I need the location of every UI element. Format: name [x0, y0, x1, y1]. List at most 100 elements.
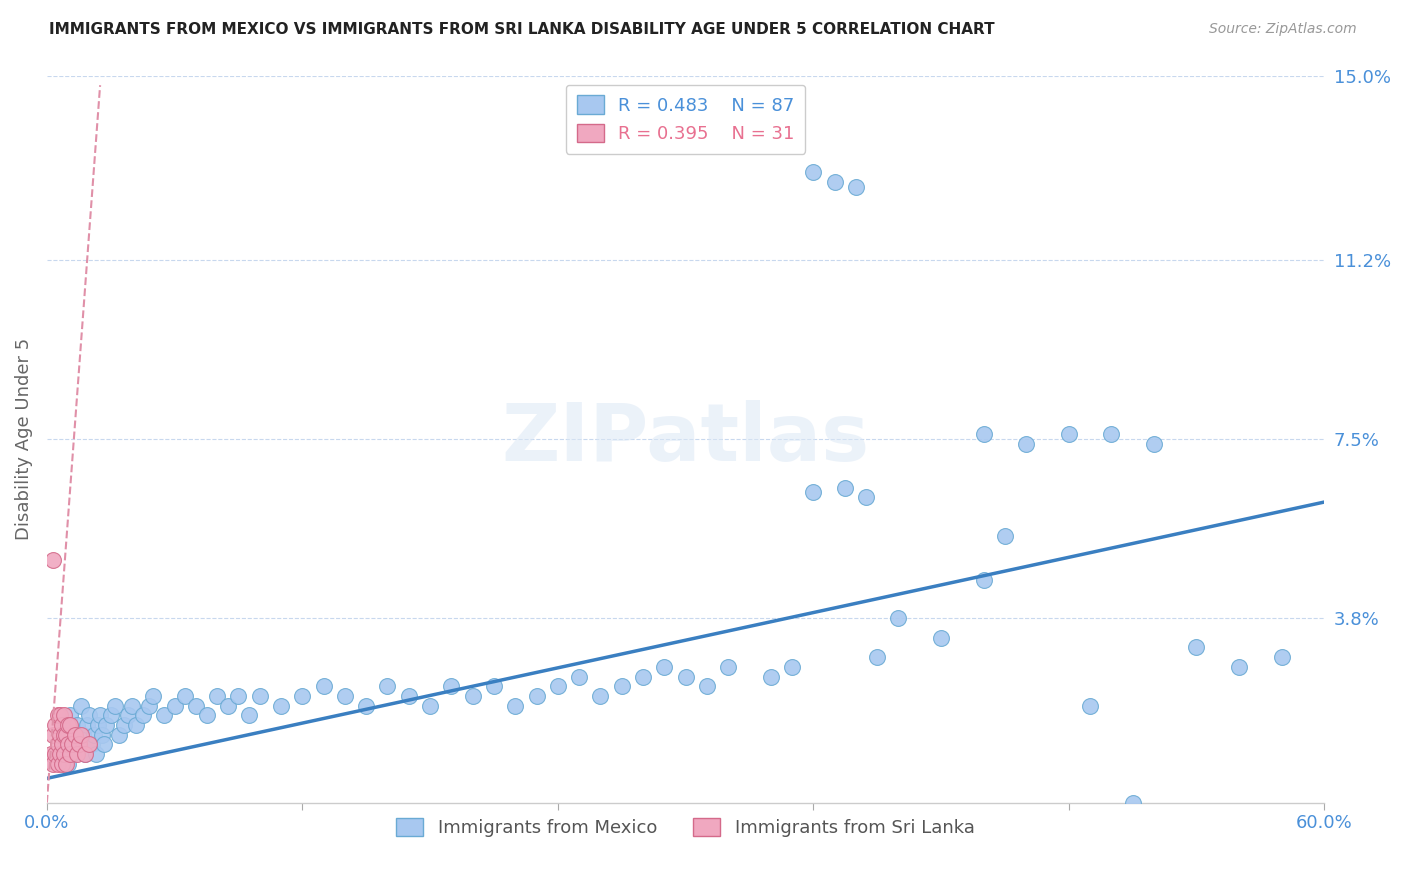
Point	[79, 738, 101, 752]
Point	[249, 689, 271, 703]
Point	[51, 738, 73, 752]
Point	[104, 698, 127, 713]
Point	[1271, 650, 1294, 665]
Point	[419, 698, 441, 713]
Point	[52, 723, 75, 737]
Point	[59, 718, 82, 732]
Point	[568, 669, 591, 683]
Point	[138, 698, 160, 713]
Point	[70, 698, 93, 713]
Point	[59, 747, 82, 761]
Point	[55, 728, 77, 742]
Point	[824, 175, 846, 189]
Point	[93, 738, 115, 752]
Point	[184, 698, 207, 713]
Point	[270, 698, 292, 713]
Point	[66, 718, 89, 732]
Point	[195, 708, 218, 723]
Point	[1122, 796, 1144, 810]
Point	[217, 698, 239, 713]
Point	[887, 611, 910, 625]
Point	[89, 708, 111, 723]
Point	[79, 708, 101, 723]
Text: IMMIGRANTS FROM MEXICO VS IMMIGRANTS FROM SRI LANKA DISABILITY AGE UNDER 5 CORRE: IMMIGRANTS FROM MEXICO VS IMMIGRANTS FRO…	[49, 22, 995, 37]
Point	[121, 698, 143, 713]
Point	[801, 485, 824, 500]
Point	[96, 718, 118, 732]
Point	[845, 180, 868, 194]
Point	[1143, 437, 1166, 451]
Point	[589, 689, 612, 703]
Point	[652, 660, 675, 674]
Point	[51, 718, 73, 732]
Point	[63, 728, 86, 742]
Point	[46, 738, 69, 752]
Point	[866, 650, 889, 665]
Point	[66, 747, 89, 761]
Point	[42, 553, 65, 567]
Point	[1057, 427, 1080, 442]
Point	[52, 728, 75, 742]
Point	[163, 698, 186, 713]
Point	[482, 679, 505, 693]
Point	[42, 756, 65, 771]
Point	[48, 747, 70, 761]
Point	[84, 747, 107, 761]
Point	[63, 728, 86, 742]
Point	[76, 718, 98, 732]
Point	[46, 708, 69, 723]
Point	[333, 689, 356, 703]
Point	[42, 728, 65, 742]
Point	[1185, 640, 1208, 655]
Point	[461, 689, 484, 703]
Point	[75, 747, 97, 761]
Point	[80, 738, 103, 752]
Point	[52, 708, 75, 723]
Point	[675, 669, 697, 683]
Point	[312, 679, 335, 693]
Point	[780, 660, 803, 674]
Point	[44, 747, 66, 761]
Point	[108, 728, 131, 742]
Point	[696, 679, 718, 693]
Point	[1078, 698, 1101, 713]
Point	[398, 689, 420, 703]
Point	[56, 718, 79, 732]
Point	[46, 747, 69, 761]
Point	[62, 738, 84, 752]
Point	[377, 679, 399, 693]
Point	[52, 747, 75, 761]
Point	[855, 490, 877, 504]
Point	[39, 747, 62, 761]
Point	[174, 689, 197, 703]
Point	[526, 689, 548, 703]
Point	[1227, 660, 1250, 674]
Point	[100, 708, 122, 723]
Point	[440, 679, 463, 693]
Point	[503, 698, 526, 713]
Point	[46, 756, 69, 771]
Legend: R = 0.483    N = 87, R = 0.395    N = 31: R = 0.483 N = 87, R = 0.395 N = 31	[565, 85, 806, 154]
Point	[56, 738, 79, 752]
Point	[153, 708, 176, 723]
Point	[205, 689, 228, 703]
Point	[994, 529, 1017, 543]
Point	[142, 689, 165, 703]
Point	[67, 738, 90, 752]
Point	[55, 756, 77, 771]
Point	[112, 718, 135, 732]
Point	[51, 756, 73, 771]
Point	[929, 631, 952, 645]
Text: ZIPatlas: ZIPatlas	[502, 400, 870, 478]
Point	[291, 689, 314, 703]
Point	[238, 708, 260, 723]
Point	[1015, 437, 1038, 451]
Point	[973, 427, 995, 442]
Point	[759, 669, 782, 683]
Point	[354, 698, 377, 713]
Point	[75, 747, 97, 761]
Point	[801, 165, 824, 179]
Point	[228, 689, 250, 703]
Point	[56, 756, 79, 771]
Point	[48, 728, 70, 742]
